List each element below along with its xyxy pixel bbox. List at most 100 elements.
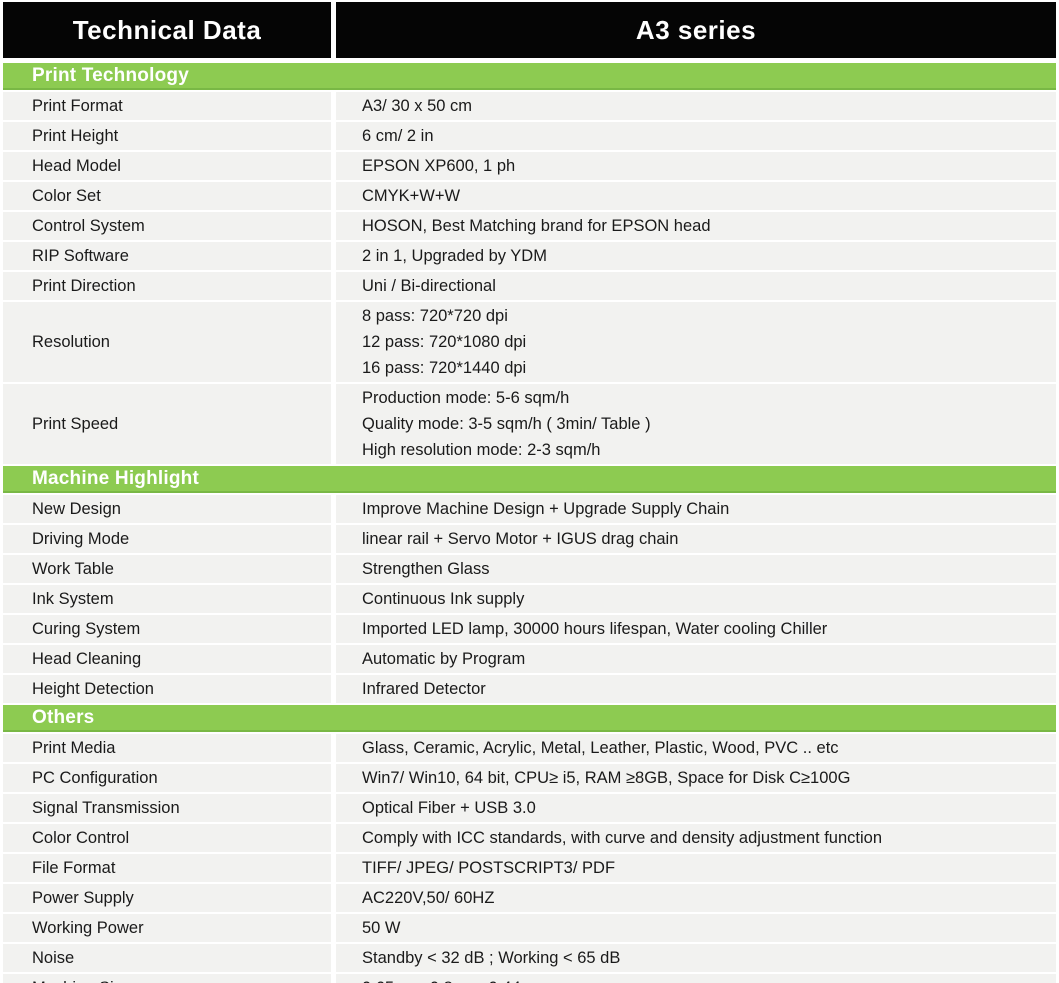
- table-row: Noise Standby < 32 dB ; Working < 65 dB: [3, 944, 1056, 972]
- row-value-line: Production mode: 5-6 sqm/h: [362, 389, 570, 407]
- row-label: Working Power: [3, 914, 331, 942]
- row-label: Noise: [3, 944, 331, 972]
- row-label-text: Noise: [32, 949, 75, 967]
- table-row: Working Power 50 W: [3, 914, 1056, 942]
- row-value: 50 W: [336, 914, 1056, 942]
- row-label: Work Table: [3, 555, 331, 583]
- row-value: AC220V,50/ 60HZ: [336, 884, 1056, 912]
- row-value: Production mode: 5-6 sqm/h Quality mode: …: [336, 384, 1056, 464]
- row-value-line: HOSON, Best Matching brand for EPSON hea…: [362, 217, 711, 235]
- row-value-line: Optical Fiber + USB 3.0: [362, 799, 536, 817]
- row-label: Print Direction: [3, 272, 331, 300]
- row-label: New Design: [3, 495, 331, 523]
- row-label-text: Machine Size: [32, 975, 331, 983]
- row-value-line: 0.65 m x 0.8 m x 0.44 m: [362, 975, 1056, 983]
- row-label: Print Height: [3, 122, 331, 150]
- row-value: HOSON, Best Matching brand for EPSON hea…: [336, 212, 1056, 240]
- row-value-line: Win7/ Win10, 64 bit, CPU≥ i5, RAM ≥8GB, …: [362, 769, 851, 787]
- row-label: Height Detection: [3, 675, 331, 703]
- row-label: Control System: [3, 212, 331, 240]
- table-header: Technical Data A3 series: [3, 2, 1056, 58]
- row-label-text: Resolution: [32, 333, 110, 351]
- row-value-line: 6 cm/ 2 in: [362, 127, 434, 145]
- row-value-line: AC220V,50/ 60HZ: [362, 889, 495, 907]
- row-label-text: Signal Transmission: [32, 799, 180, 817]
- row-value: Glass, Ceramic, Acrylic, Metal, Leather,…: [336, 734, 1056, 762]
- row-label-text: Color Set: [32, 187, 101, 205]
- row-value-line: Automatic by Program: [362, 650, 526, 668]
- row-value: Win7/ Win10, 64 bit, CPU≥ i5, RAM ≥8GB, …: [336, 764, 1056, 792]
- table-row: Color Set CMYK+W+W: [3, 182, 1056, 210]
- row-label: Head Model: [3, 152, 331, 180]
- row-value-line: CMYK+W+W: [362, 187, 461, 205]
- row-label-text: Color Control: [32, 829, 130, 847]
- row-value-line: Standby < 32 dB ; Working < 65 dB: [362, 949, 621, 967]
- row-label-text: Working Power: [32, 919, 144, 937]
- row-label-text: Height Detection: [32, 680, 154, 698]
- row-value: 0.65 m x 0.8 m x 0.44 m: [336, 974, 1056, 983]
- row-value: A3/ 30 x 50 cm: [336, 92, 1056, 120]
- header-series-name: A3 series: [336, 2, 1056, 58]
- row-label-text: Curing System: [32, 620, 141, 638]
- table-row: Head Model EPSON XP600, 1 ph: [3, 152, 1056, 180]
- table-row: New Design Improve Machine Design + Upgra…: [3, 495, 1056, 523]
- row-value: EPSON XP600, 1 ph: [336, 152, 1056, 180]
- row-value-line: EPSON XP600, 1 ph: [362, 157, 516, 175]
- table-row: Ink System Continuous Ink supply: [3, 585, 1056, 613]
- table-row: File Format TIFF/ JPEG/ POSTSCRIPT3/ PDF: [3, 854, 1056, 882]
- table-row: Height Detection Infrared Detector: [3, 675, 1056, 703]
- row-label: Print Format: [3, 92, 331, 120]
- row-label-text: Print Media: [32, 739, 116, 757]
- row-value: Uni / Bi-directional: [336, 272, 1056, 300]
- row-value-line: 2 in 1, Upgraded by YDM: [362, 247, 547, 265]
- row-value: 6 cm/ 2 in: [336, 122, 1056, 150]
- row-label: Color Set: [3, 182, 331, 210]
- table-row: Color Control Comply with ICC standards, …: [3, 824, 1056, 852]
- row-label: Print Media: [3, 734, 331, 762]
- row-label-text: Driving Mode: [32, 530, 130, 548]
- table-row: RIP Software 2 in 1, Upgraded by YDM: [3, 242, 1056, 270]
- table-row: Work Table Strengthen Glass: [3, 555, 1056, 583]
- row-label: Resolution: [3, 302, 331, 382]
- row-label-text: File Format: [32, 859, 116, 877]
- row-value: Continuous Ink supply: [336, 585, 1056, 613]
- row-value-line: Strengthen Glass: [362, 560, 490, 578]
- row-value-line: High resolution mode: 2-3 sqm/h: [362, 441, 601, 459]
- table-row: Print Height 6 cm/ 2 in: [3, 122, 1056, 150]
- row-label-text: Head Cleaning: [32, 650, 142, 668]
- row-value: Automatic by Program: [336, 645, 1056, 673]
- row-label-text: Print Direction: [32, 277, 136, 295]
- row-value: Standby < 32 dB ; Working < 65 dB: [336, 944, 1056, 972]
- row-label: Ink System: [3, 585, 331, 613]
- table-row: Print Direction Uni / Bi-directional: [3, 272, 1056, 300]
- row-label: File Format: [3, 854, 331, 882]
- row-value-line: Glass, Ceramic, Acrylic, Metal, Leather,…: [362, 739, 839, 757]
- row-label: Curing System: [3, 615, 331, 643]
- row-value: 8 pass: 720*720 dpi 12 pass: 720*1080 dpi…: [336, 302, 1056, 382]
- row-label-text: RIP Software: [32, 247, 129, 265]
- row-label-text: Control System: [32, 217, 145, 235]
- row-label: Machine Size: [3, 974, 331, 983]
- row-value: CMYK+W+W: [336, 182, 1056, 210]
- row-value: Improve Machine Design + Upgrade Supply …: [336, 495, 1056, 523]
- section-header-others: Others: [3, 705, 1056, 732]
- row-value-line: 50 W: [362, 919, 401, 937]
- row-value: TIFF/ JPEG/ POSTSCRIPT3/ PDF: [336, 854, 1056, 882]
- row-label-text: PC Configuration: [32, 769, 158, 787]
- row-value: Imported LED lamp, 30000 hours lifespan,…: [336, 615, 1056, 643]
- row-label-text: Work Table: [32, 560, 114, 578]
- row-label: Driving Mode: [3, 525, 331, 553]
- row-value: 2 in 1, Upgraded by YDM: [336, 242, 1056, 270]
- row-label-text: New Design: [32, 500, 121, 518]
- section-title: Others: [32, 707, 95, 728]
- row-value-line: Improve Machine Design + Upgrade Supply …: [362, 500, 730, 518]
- row-value-line: 8 pass: 720*720 dpi: [362, 307, 508, 325]
- sections-container: Print Technology Print Format A3/ 30 x 50 …: [3, 63, 1056, 983]
- table-row: Driving Mode linear rail + Servo Motor + …: [3, 525, 1056, 553]
- section-title: Print Technology: [32, 65, 189, 86]
- table-row: Print Format A3/ 30 x 50 cm: [3, 92, 1056, 120]
- row-value-line: A3/ 30 x 50 cm: [362, 97, 473, 115]
- table-row: Print Speed Production mode: 5-6 sqm/h Qua…: [3, 384, 1056, 464]
- row-label: Power Supply: [3, 884, 331, 912]
